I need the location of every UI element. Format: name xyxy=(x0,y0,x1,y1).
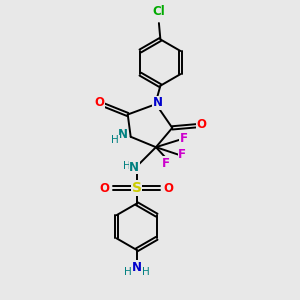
Text: H: H xyxy=(142,267,149,277)
Text: N: N xyxy=(117,128,128,141)
Text: S: S xyxy=(132,181,142,195)
Text: F: F xyxy=(178,148,186,161)
Text: Cl: Cl xyxy=(152,5,165,18)
Text: H: H xyxy=(111,135,119,145)
Text: N: N xyxy=(153,96,163,109)
Text: F: F xyxy=(180,132,188,145)
Text: H: H xyxy=(123,161,131,172)
Text: O: O xyxy=(100,182,110,195)
Text: O: O xyxy=(164,182,174,195)
Text: H: H xyxy=(124,267,132,277)
Text: N: N xyxy=(132,261,142,274)
Text: O: O xyxy=(94,95,104,109)
Text: O: O xyxy=(196,118,206,131)
Text: N: N xyxy=(129,160,139,174)
Text: F: F xyxy=(162,157,170,170)
